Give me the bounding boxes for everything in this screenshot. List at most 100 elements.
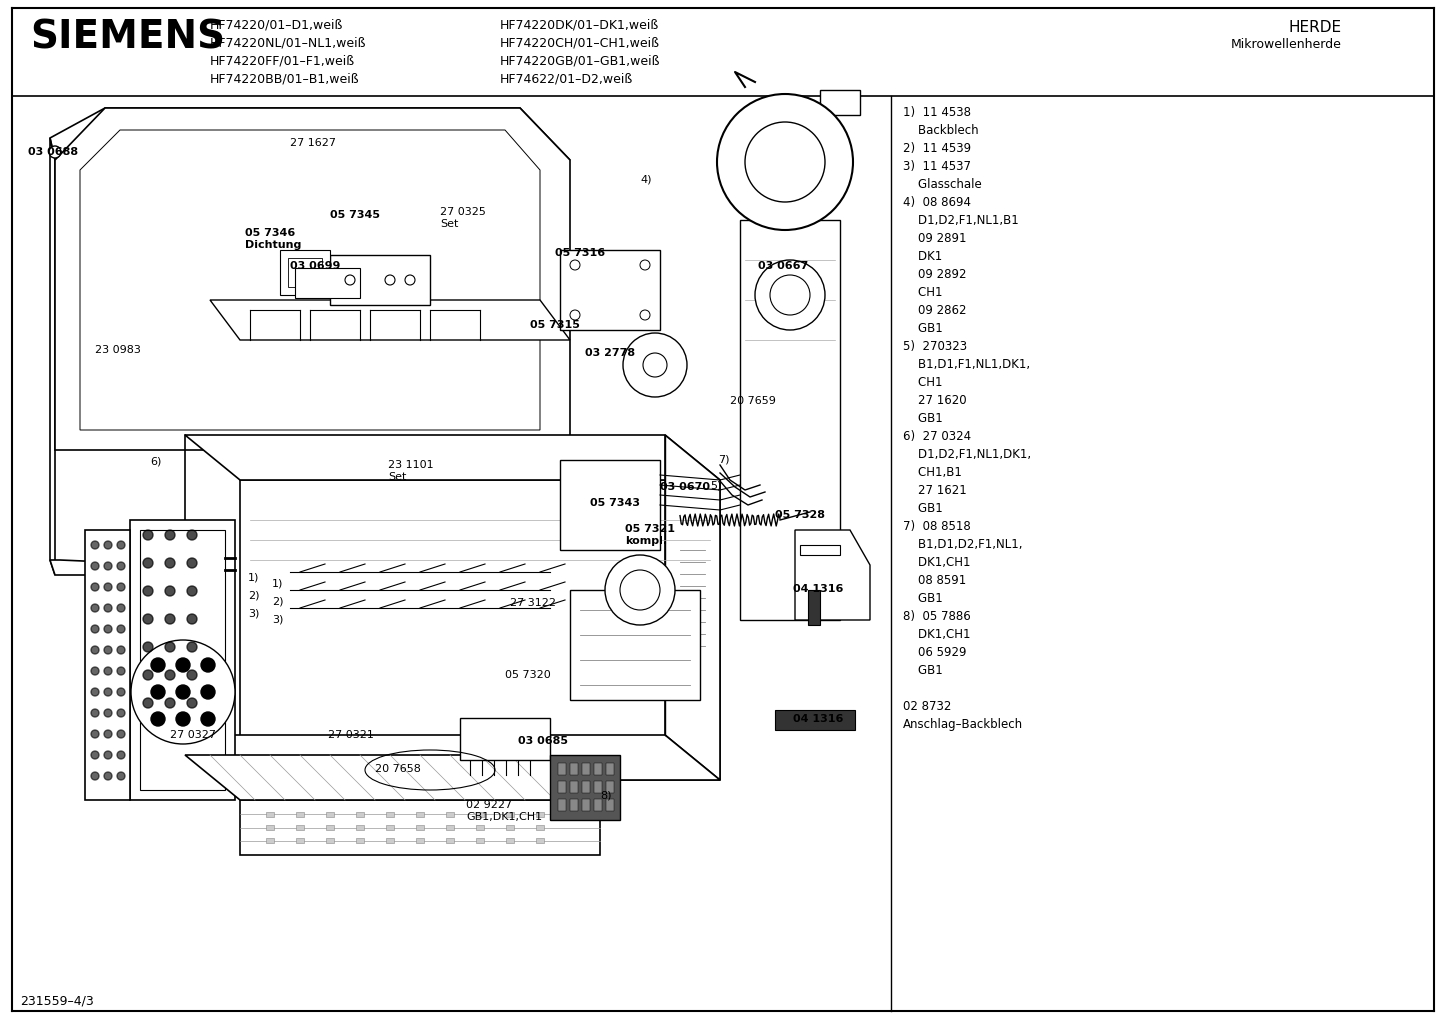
Polygon shape [50, 560, 174, 575]
Circle shape [187, 558, 198, 568]
Circle shape [104, 625, 112, 633]
Circle shape [104, 688, 112, 696]
Text: GB1,DK1,CH1: GB1,DK1,CH1 [466, 812, 542, 822]
Text: 1)  11 4538
    Backblech
2)  11 4539
3)  11 4537
    Glasschale
4)  08 8694
   : 1) 11 4538 Backblech 2) 11 4539 3) 11 45… [903, 106, 1031, 731]
Circle shape [756, 260, 825, 330]
Polygon shape [570, 590, 699, 700]
Bar [476, 838, 485, 843]
Circle shape [91, 583, 99, 591]
Bar [296, 825, 304, 830]
Text: 04 1316: 04 1316 [793, 714, 844, 725]
Circle shape [117, 583, 125, 591]
Circle shape [104, 772, 112, 780]
Circle shape [91, 667, 99, 675]
Text: 1): 1) [248, 572, 260, 582]
Circle shape [91, 688, 99, 696]
Text: 03 0667: 03 0667 [758, 261, 809, 271]
Circle shape [49, 146, 61, 158]
Circle shape [176, 712, 190, 726]
Bar [386, 812, 394, 817]
Polygon shape [280, 250, 330, 294]
Circle shape [104, 541, 112, 549]
Text: 03 0670: 03 0670 [660, 482, 709, 492]
Text: 6): 6) [150, 455, 162, 466]
Circle shape [143, 698, 153, 708]
Text: HF74220GB/01–GB1,weiß: HF74220GB/01–GB1,weiß [500, 54, 660, 67]
Text: 23 0983: 23 0983 [95, 345, 141, 355]
Circle shape [385, 275, 395, 285]
Circle shape [570, 260, 580, 270]
Bar [296, 812, 304, 817]
Circle shape [143, 642, 153, 652]
Circle shape [117, 772, 125, 780]
Text: 20 7659: 20 7659 [730, 396, 776, 406]
Bar [326, 825, 335, 830]
Text: 27 3122: 27 3122 [510, 598, 557, 608]
Bar [386, 825, 394, 830]
Polygon shape [130, 520, 235, 800]
Polygon shape [795, 530, 870, 620]
Bar [583, 763, 590, 775]
Text: HF74220CH/01–CH1,weiß: HF74220CH/01–CH1,weiß [500, 36, 660, 49]
Polygon shape [559, 460, 660, 550]
Polygon shape [330, 255, 430, 305]
Bar [606, 763, 614, 775]
Circle shape [200, 685, 215, 699]
Text: kompl.: kompl. [624, 536, 668, 546]
Text: HF74220/01–D1,weiß: HF74220/01–D1,weiß [211, 18, 343, 31]
Circle shape [104, 751, 112, 759]
Circle shape [164, 698, 174, 708]
Bar [415, 812, 424, 817]
Polygon shape [55, 108, 570, 450]
Circle shape [187, 586, 198, 596]
Text: 03 0699: 03 0699 [290, 261, 340, 271]
Circle shape [117, 751, 125, 759]
Text: 23 1101: 23 1101 [388, 460, 434, 470]
Text: 27 0325: 27 0325 [440, 207, 486, 217]
Polygon shape [808, 590, 820, 625]
Bar [570, 799, 578, 811]
Bar [583, 799, 590, 811]
Circle shape [91, 646, 99, 654]
Text: HF74220BB/01–B1,weiß: HF74220BB/01–B1,weiß [211, 72, 359, 85]
Bar [446, 825, 454, 830]
Polygon shape [140, 530, 225, 790]
Polygon shape [559, 250, 660, 330]
Bar [558, 763, 567, 775]
Text: Mikrowellenherde: Mikrowellenherde [1231, 38, 1343, 51]
Polygon shape [820, 90, 859, 115]
Text: HF74220DK/01–DK1,weiß: HF74220DK/01–DK1,weiß [500, 18, 659, 31]
Polygon shape [549, 755, 620, 820]
Bar [296, 838, 304, 843]
Text: Set: Set [388, 472, 407, 482]
Bar [446, 812, 454, 817]
Bar [594, 799, 601, 811]
Circle shape [606, 555, 675, 625]
Circle shape [143, 586, 153, 596]
Bar [415, 825, 424, 830]
Bar [415, 838, 424, 843]
Circle shape [187, 530, 198, 540]
Bar [326, 838, 335, 843]
Circle shape [104, 730, 112, 738]
Circle shape [104, 562, 112, 570]
Bar [265, 825, 274, 830]
Bar [570, 781, 578, 793]
Text: 1): 1) [273, 578, 284, 588]
Polygon shape [288, 258, 322, 287]
Polygon shape [185, 435, 720, 480]
Text: 4): 4) [640, 174, 652, 184]
Polygon shape [800, 545, 841, 555]
Circle shape [345, 275, 355, 285]
Polygon shape [50, 108, 570, 160]
Text: 231559–4/3: 231559–4/3 [20, 994, 94, 1007]
Bar [594, 781, 601, 793]
Polygon shape [460, 718, 549, 760]
Circle shape [91, 709, 99, 717]
Text: 2): 2) [273, 596, 284, 606]
Circle shape [164, 642, 174, 652]
Circle shape [643, 353, 668, 377]
Text: 04 1316: 04 1316 [793, 584, 844, 594]
Circle shape [200, 712, 215, 726]
Circle shape [104, 583, 112, 591]
